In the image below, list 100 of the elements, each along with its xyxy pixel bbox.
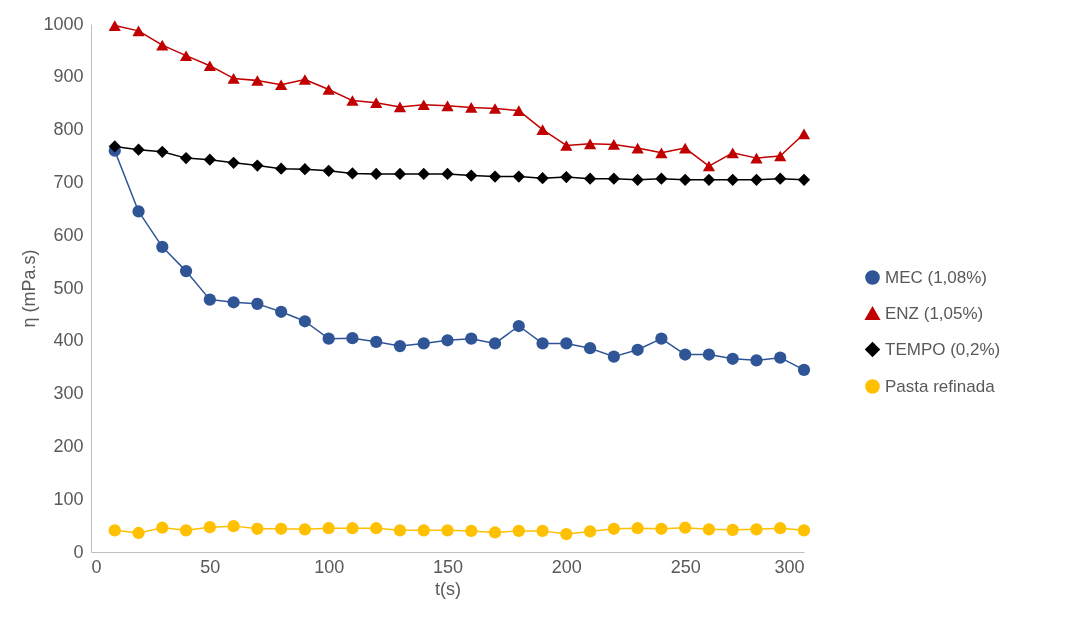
point bbox=[631, 173, 644, 186]
y-tick-label: 800 bbox=[53, 119, 84, 140]
point bbox=[465, 169, 478, 182]
point bbox=[750, 523, 763, 536]
point bbox=[583, 525, 597, 538]
point bbox=[583, 138, 597, 150]
point bbox=[655, 147, 668, 159]
point bbox=[417, 99, 430, 111]
point bbox=[441, 100, 454, 112]
point bbox=[370, 97, 383, 108]
point bbox=[275, 162, 288, 175]
x-tick-label: 300 bbox=[774, 556, 805, 577]
point bbox=[346, 95, 359, 106]
point bbox=[227, 520, 240, 533]
point bbox=[322, 522, 335, 535]
point bbox=[797, 363, 811, 376]
point bbox=[251, 522, 264, 535]
point bbox=[512, 105, 525, 116]
point bbox=[631, 343, 644, 356]
point bbox=[298, 315, 312, 328]
y-tick-label: 700 bbox=[53, 171, 84, 192]
point bbox=[298, 74, 312, 85]
point bbox=[227, 296, 240, 309]
x-tick-label: 250 bbox=[670, 556, 701, 577]
point bbox=[179, 50, 193, 61]
point bbox=[560, 337, 573, 350]
point bbox=[488, 103, 502, 114]
point bbox=[179, 151, 193, 165]
point bbox=[370, 522, 383, 535]
point bbox=[774, 522, 787, 535]
point bbox=[108, 524, 121, 537]
point bbox=[203, 293, 216, 306]
point bbox=[655, 172, 668, 185]
y-tick-label: 100 bbox=[53, 488, 84, 509]
x-tick-label: 100 bbox=[314, 556, 345, 577]
point bbox=[227, 73, 240, 84]
legend-label: MEC (1,08%) bbox=[885, 267, 988, 287]
point bbox=[275, 522, 288, 535]
point bbox=[346, 332, 359, 345]
point bbox=[702, 173, 716, 186]
y-tick-label: 600 bbox=[53, 224, 84, 245]
point bbox=[750, 152, 763, 164]
point bbox=[132, 526, 145, 540]
legend-label: Pasta refinada bbox=[885, 376, 996, 396]
x-tick-label: 50 bbox=[200, 556, 221, 577]
point bbox=[417, 167, 430, 181]
point bbox=[536, 124, 549, 135]
point bbox=[203, 521, 216, 534]
y-tick-label: 300 bbox=[53, 383, 84, 404]
point bbox=[536, 524, 549, 537]
point bbox=[227, 156, 240, 169]
x-tick-label: 200 bbox=[551, 556, 582, 577]
point bbox=[726, 352, 739, 365]
y-axis-title: η (mPa.s) bbox=[19, 249, 40, 328]
point bbox=[560, 171, 573, 184]
y-tick-label: 400 bbox=[53, 330, 84, 351]
y-tick-label: 0 bbox=[73, 541, 84, 562]
point bbox=[417, 337, 430, 350]
point bbox=[251, 297, 264, 310]
point bbox=[536, 337, 549, 350]
x-tick-label: 0 bbox=[91, 556, 102, 577]
point bbox=[607, 172, 620, 185]
point bbox=[797, 173, 811, 186]
legend-label: ENZ (1,05%) bbox=[885, 303, 984, 323]
point bbox=[655, 522, 668, 535]
point bbox=[465, 102, 478, 113]
point bbox=[251, 159, 264, 172]
point bbox=[108, 20, 121, 31]
point bbox=[370, 167, 383, 181]
point bbox=[465, 332, 478, 345]
point bbox=[726, 173, 739, 186]
point bbox=[702, 348, 716, 361]
point bbox=[797, 524, 811, 537]
point bbox=[655, 332, 668, 345]
y-tick-label: 900 bbox=[53, 66, 84, 87]
point bbox=[607, 522, 620, 535]
point bbox=[298, 163, 312, 176]
point bbox=[583, 172, 597, 185]
point bbox=[679, 142, 692, 154]
point bbox=[298, 523, 312, 536]
x-tick-label: 150 bbox=[432, 556, 464, 577]
point bbox=[750, 354, 763, 367]
point bbox=[179, 264, 193, 278]
point bbox=[560, 140, 573, 151]
point bbox=[679, 173, 692, 186]
point bbox=[370, 335, 383, 348]
y-tick-label: 200 bbox=[53, 435, 84, 456]
point bbox=[607, 350, 620, 363]
point bbox=[322, 84, 335, 95]
point bbox=[488, 170, 502, 183]
x-axis-title: t(s) bbox=[435, 578, 461, 599]
y-tick-label: 1000 bbox=[43, 13, 84, 34]
point bbox=[203, 153, 216, 166]
point bbox=[275, 305, 288, 318]
point bbox=[702, 523, 716, 536]
point bbox=[774, 172, 787, 185]
legend-label: TEMPO (0,2%) bbox=[885, 339, 1001, 359]
point bbox=[726, 523, 739, 536]
point bbox=[631, 522, 644, 535]
point bbox=[702, 160, 716, 172]
